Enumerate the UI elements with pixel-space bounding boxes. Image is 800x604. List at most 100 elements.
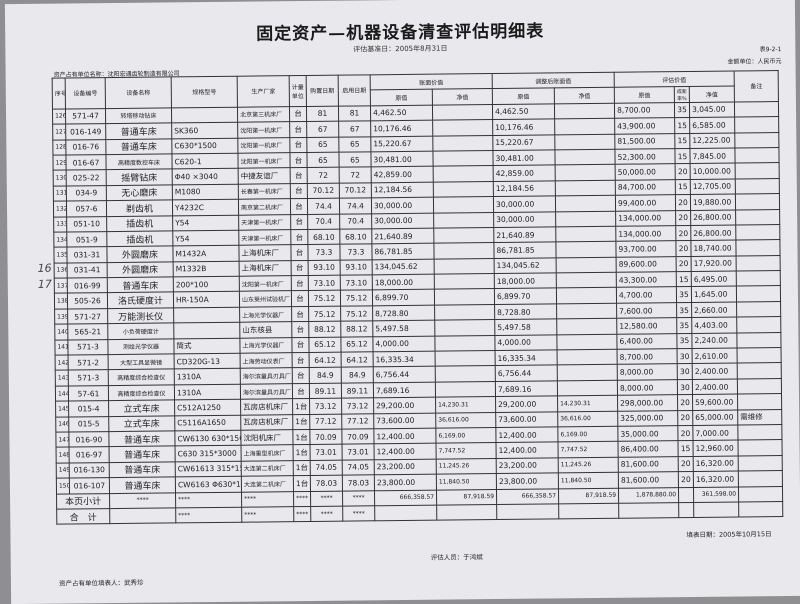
cell-buy-date: 84.9 — [309, 367, 342, 384]
cell-eval-orig: 99,400.00 — [615, 194, 676, 211]
cell-book-net: 36,616.00 — [435, 412, 496, 429]
cell-eval-net: 7,000.00 — [692, 424, 739, 441]
cell-eval-orig: 43,900.00 — [614, 117, 675, 134]
cell-unit: 台 — [291, 306, 309, 322]
cell-note — [735, 162, 780, 179]
cell-seq: 141 — [54, 339, 69, 356]
cell-eval-net: 12,225.00 — [689, 132, 735, 149]
cell-seq: 144 — [55, 385, 69, 402]
cell-code: 034-9 — [66, 185, 107, 202]
cell-adj-net — [556, 303, 617, 320]
cell-book-orig: 86,781.85 — [371, 243, 435, 260]
masked-cell: **** — [109, 492, 176, 509]
subtotal-label: 本页小计 — [56, 493, 110, 510]
cell-eval-rate: 15 — [678, 440, 694, 457]
cell-code: 051-10 — [66, 216, 107, 232]
cell-adj-orig: 30,481.00 — [492, 149, 556, 166]
cell-start-date: 89.11 — [341, 382, 374, 399]
cell-eval-rate: 35 — [676, 302, 692, 318]
cell-eval-rate: 35 — [674, 102, 690, 118]
cell-adj-net — [555, 226, 616, 243]
cell-maker: 大连第二机床厂 — [241, 475, 294, 492]
handwritten-mark: 17 — [37, 277, 52, 291]
cell-unit: 台 — [291, 290, 309, 307]
cell-eval-rate: 20 — [675, 209, 691, 226]
cell-eval-orig: 81,600.00 — [618, 456, 679, 473]
cell-adj-net — [555, 180, 616, 197]
cell-book-net — [434, 258, 495, 275]
cell-adj-orig: 16,335.34 — [495, 349, 558, 366]
cell-maker: 沈阳第一机床厂 — [237, 152, 291, 169]
cell-eval-net: 2,400.00 — [692, 378, 738, 395]
cell-model: HR-150A — [173, 291, 240, 308]
cell-model: C620-1 — [171, 153, 239, 170]
cell-eval-net: 10,000.00 — [690, 163, 736, 180]
cell-book-orig: 15,220.67 — [370, 135, 433, 152]
cell-book-orig: 12,400.00 — [374, 443, 437, 460]
cell-eval-rate: 20 — [678, 471, 694, 488]
cell-start-date: 93.10 — [340, 259, 373, 276]
cell-eval-orig: 4,700.00 — [616, 287, 677, 304]
cell-maker: 天津第一机床厂 — [238, 214, 291, 231]
masked-cell: **** — [175, 507, 242, 524]
cell-model: M1332B — [173, 260, 240, 277]
cell-book-orig: 12,400.00 — [373, 428, 437, 445]
cell-book-orig: 29,200.00 — [373, 397, 436, 414]
cell-eval-rate: 20 — [675, 194, 691, 211]
cell-adj-net — [557, 364, 618, 381]
cell-start-date: 65 — [338, 136, 371, 153]
masked-cell: **** — [342, 490, 375, 507]
cell-buy-date: 70.09 — [309, 429, 343, 445]
cell-code: 016-130 — [69, 462, 110, 479]
cell-book-net — [434, 289, 495, 306]
cell-maker: 瓦房店机床厂 — [240, 414, 293, 431]
cell-adj-net — [557, 349, 618, 366]
cell-eval-orig: 6,400.00 — [616, 333, 678, 350]
cell-adj-orig: 12,400.00 — [496, 442, 559, 459]
cell-name: 洛氏硬度计 — [107, 292, 174, 309]
cell-maker: 上海重型机床厂 — [241, 445, 294, 461]
cell-start-date: 73.10 — [340, 274, 373, 291]
cell-start-date: 84.9 — [341, 367, 374, 383]
cell-note: 需维修 — [737, 409, 782, 425]
cell-adj-net — [556, 318, 617, 335]
cell-model — [171, 107, 238, 124]
cell-model: Y54 — [172, 214, 239, 231]
cell-eval-orig: 81,600.00 — [618, 471, 679, 488]
cell-book-net — [432, 135, 493, 152]
cell-eval-orig: 86,400.00 — [618, 441, 679, 458]
cell-eval-orig: 8,000.00 — [617, 364, 678, 381]
cell-maker: 上海劳动仪表厂 — [240, 352, 293, 369]
cell-model: C630 315*3000 — [175, 445, 242, 462]
cell-book-net — [434, 304, 495, 321]
cell-book-net — [435, 365, 496, 382]
cell-maker: 上海光学仪器厂 — [239, 306, 292, 323]
cell-start-date: 64.12 — [341, 351, 374, 368]
cell-start-date: 68.10 — [339, 228, 372, 245]
cell-book-orig: 5,497.58 — [372, 320, 435, 337]
cell-adj-net — [554, 103, 615, 120]
cell-note — [735, 178, 780, 195]
cell-unit: 1台 — [293, 475, 311, 492]
col-model: 规格型号 — [171, 76, 238, 108]
cell-name: 插齿机 — [106, 230, 173, 247]
masked-cell: **** — [310, 490, 343, 507]
cell-maker: 山东核县 — [239, 321, 292, 338]
cell-code: 016-76 — [65, 139, 106, 155]
cell-eval-orig: 298,000.00 — [617, 394, 678, 411]
cell-note — [736, 301, 781, 318]
cell-eval-orig: 8,000.00 — [617, 379, 678, 396]
cell-unit: 台 — [292, 352, 310, 369]
cell-model: 1310A — [174, 384, 241, 401]
cell-maker: 海尔滨量具刃具厂 — [240, 383, 293, 400]
cell-model — [173, 322, 240, 339]
col-eval-net: 净值 — [689, 86, 735, 103]
cell-model: Y4232C — [172, 199, 239, 216]
cell-name: 普通车床 — [105, 123, 172, 140]
cell-note — [736, 286, 781, 302]
cell-eval-net: 2,660.00 — [691, 301, 737, 318]
masked-cell: **** — [175, 491, 242, 508]
cell-maker: 北京第三机床厂 — [237, 106, 290, 123]
cell-eval-net: 26,800.00 — [690, 224, 736, 241]
cell-buy-date: 70.12 — [307, 182, 340, 199]
